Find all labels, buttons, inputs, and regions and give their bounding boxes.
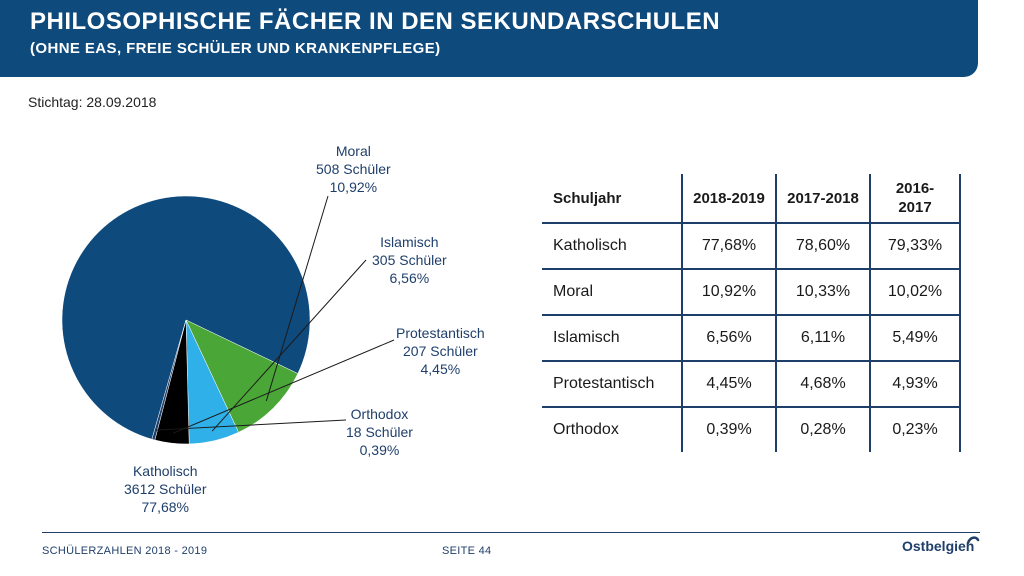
table-cell: 78,60% [776,223,871,270]
label-moral-name: Moral [335,143,371,159]
reference-date: Stichtag: 28.09.2018 [28,94,157,110]
label-islamisch-count: 305 Schüler [372,252,447,268]
leader-line-protestantisch [172,339,395,434]
label-orthodox: Orthodox 18 Schüler 0,39% [346,405,413,459]
ostbelgien-logo: Ostbelgien [902,536,980,562]
table-cell: 0,23% [870,407,961,452]
label-moral-percent: 10,92% [329,179,378,195]
leader-line-moral [265,195,329,402]
label-moral: Moral 508 Schüler 10,92% [316,142,391,196]
pie-slice-moral [185,319,299,433]
logo-text: Ostbelgien [902,538,975,554]
pie-chart [61,195,395,445]
table-cell: 6,11% [776,315,871,362]
label-protestantisch-percent: 4,45% [420,361,461,377]
table-cell: 10,33% [776,269,871,316]
table-cell: Moral [542,269,683,316]
table-header-cell: 2016- 2017 [870,174,961,224]
label-moral-count: 508 Schüler [316,161,391,177]
label-orthodox-percent: 0,39% [359,442,400,458]
table-cell: 0,28% [776,407,871,452]
table-cell: 6,56% [682,315,777,362]
header-banner: PHILOSOPHISCHE FÄCHER IN DEN SEKUNDARSCH… [0,0,978,77]
label-islamisch: Islamisch 305 Schüler 6,56% [372,233,447,287]
pie-slice-katholisch [61,195,311,440]
comparison-table: Schuljahr 2018-2019 2017-2018 2016- 2017… [542,174,961,452]
label-protestantisch-name: Protestantisch [396,325,485,341]
table-row: Protestantisch 4,45% 4,68% 4,93% [542,361,961,408]
table-cell: Protestantisch [542,361,683,408]
table-row: Islamisch 6,56% 6,11% 5,49% [542,315,961,362]
logo-swoosh-icon [966,536,980,545]
label-islamisch-name: Islamisch [380,234,439,250]
table-cell: 4,68% [776,361,871,408]
table-header-cell: 2017-2018 [776,174,871,224]
table-cell: 4,45% [682,361,777,408]
table-cell: 10,02% [870,269,961,316]
leader-line-orthodox [155,419,347,431]
label-protestantisch-count: 207 Schüler [403,343,478,359]
label-katholisch-count: 3612 Schüler [124,481,207,497]
table-cell: 77,68% [682,223,777,270]
table-cell: Islamisch [542,315,683,362]
label-orthodox-count: 18 Schüler [346,424,413,440]
table-cell: Katholisch [542,223,683,270]
table-cell: 10,92% [682,269,777,316]
table-cell: 4,93% [870,361,961,408]
label-katholisch-percent: 77,68% [141,499,189,515]
table-cell: Orthodox [542,407,683,452]
footer-divider [42,532,980,533]
table-header-row: Schuljahr 2018-2019 2017-2018 2016- 2017 [542,174,961,224]
table-row: Moral 10,92% 10,33% 10,02% [542,269,961,316]
table-cell: 0,39% [682,407,777,452]
table-cell: 79,33% [870,223,961,270]
leader-line-islamisch [211,259,367,432]
table-row: Orthodox 0,39% 0,28% 0,23% [542,407,961,452]
table-header-cell: 2018-2019 [682,174,777,224]
table-header-cell: Schuljahr [542,174,683,224]
label-islamisch-percent: 6,56% [389,270,430,286]
footer-title: SCHÜLERZAHLEN 2018 - 2019 [42,545,208,557]
pie-slice-orthodox [151,319,187,441]
label-protestantisch: Protestantisch 207 Schüler 4,45% [396,324,485,378]
page-subtitle: (OHNE EAS, FREIE SCHÜLER UND KRANKENPFLE… [30,40,441,57]
page-number: SEITE 44 [442,545,492,557]
table-row: Katholisch 77,68% 78,60% 79,33% [542,223,961,270]
label-katholisch: Katholisch 3612 Schüler 77,68% [124,462,207,516]
page-title: PHILOSOPHISCHE FÄCHER IN DEN SEKUNDARSCH… [30,8,721,35]
label-orthodox-name: Orthodox [350,406,409,422]
table-cell: 5,49% [870,315,961,362]
label-katholisch-name: Katholisch [132,463,198,479]
